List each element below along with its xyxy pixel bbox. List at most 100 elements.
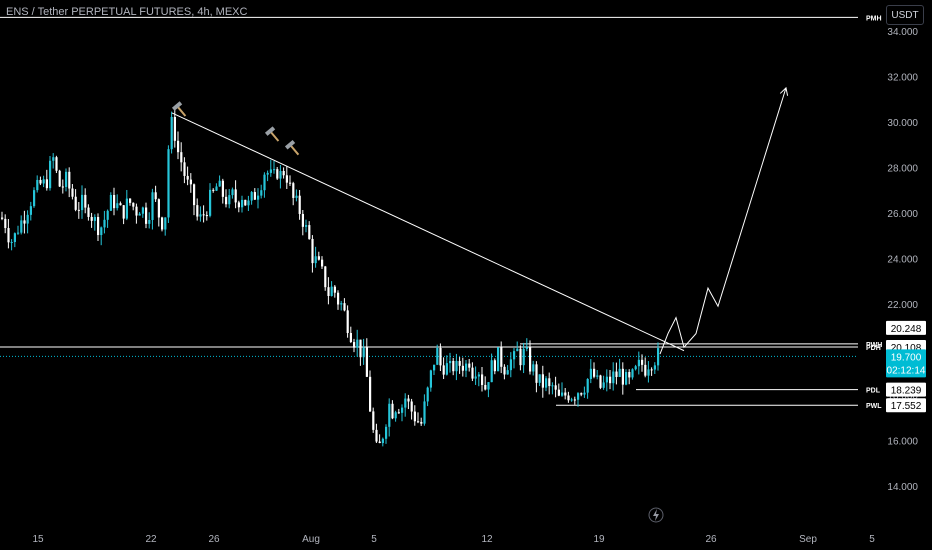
candle [413,405,416,426]
candle [68,167,71,198]
candle [429,369,432,392]
time-axis[interactable]: 15 22 26 Aug 5 12 19 26 Sep 5 [32,534,875,545]
candle [474,366,477,385]
candle [509,352,512,378]
projection-path[interactable] [659,87,787,355]
candle [97,213,100,242]
price-tick-label: 30.000 [887,118,918,129]
candle [621,362,624,395]
candle [161,216,164,232]
candle [141,206,144,218]
candle [461,357,464,377]
candle [417,412,420,424]
lightning-icon[interactable] [648,507,664,523]
candle [436,344,439,366]
candle [74,189,77,212]
price-tick-label: 32.000 [887,73,918,84]
candle [301,209,304,236]
candle [225,189,228,208]
candle [471,362,474,382]
candle [61,179,64,194]
candle [407,394,410,410]
candle [87,204,90,221]
candle [570,397,573,402]
candle [157,198,160,227]
time-tick-label: Sep [799,534,817,545]
candle [244,199,247,206]
price-label: 18.239 [886,382,926,397]
candle [346,305,349,338]
candle [468,358,471,372]
candle [650,367,653,376]
time-tick-label: 5 [371,534,377,545]
candle [401,404,404,422]
candle [340,300,343,311]
candle [353,338,356,353]
candle [13,232,16,248]
candle [282,167,285,179]
candle [113,187,116,216]
candle [442,357,445,380]
currency-unit-button[interactable]: USDT [886,5,924,25]
candle [385,424,388,444]
candle [55,155,58,174]
trendline[interactable] [171,112,685,352]
candle [116,194,119,211]
candle [215,183,218,191]
candle [657,342,660,371]
candle [308,221,311,240]
candle [628,369,631,385]
candle [100,226,103,246]
candle [151,188,154,230]
price-tick-label: 24.000 [887,255,918,266]
candle [90,212,93,228]
candle [445,355,448,376]
candle [289,175,292,187]
svg-text:19.700: 19.700 [891,352,922,363]
candle [452,357,455,376]
price-label: 17.552 [886,398,926,413]
candle [81,185,84,219]
candle [545,376,548,392]
price-tick-label: 34.000 [887,27,918,38]
candle [586,378,589,399]
candle [423,394,426,426]
candle [458,357,461,374]
candle [525,338,528,352]
candle [567,391,570,403]
candle [257,188,260,209]
candle [276,167,279,180]
candle [186,166,189,186]
candle [119,201,122,206]
candle [378,434,381,444]
candle [311,235,314,273]
candle [465,360,468,378]
candle [538,374,541,387]
candle [221,178,224,204]
candle [557,383,560,397]
price-labels-layer: 20.248 20.108 18.239 17.552 19.700 02:12:14 [886,320,926,413]
candle [541,365,544,398]
candle [193,183,196,216]
candle [49,155,52,191]
projection-arrowhead [779,86,789,96]
candle [455,353,458,381]
hammer-icon [171,101,187,117]
candle [481,367,484,392]
candle [279,164,282,189]
time-tick-label: 15 [32,534,44,545]
candle [327,277,330,305]
candle [615,362,618,385]
svg-text:18.239: 18.239 [891,386,922,397]
candle [609,369,612,390]
candle [433,364,436,376]
candle [260,184,263,199]
candle [330,281,333,297]
candle [167,145,170,223]
candle [148,212,151,229]
candle [4,214,7,234]
level-tag-pdl: PDL [866,388,881,395]
candle [369,370,372,413]
